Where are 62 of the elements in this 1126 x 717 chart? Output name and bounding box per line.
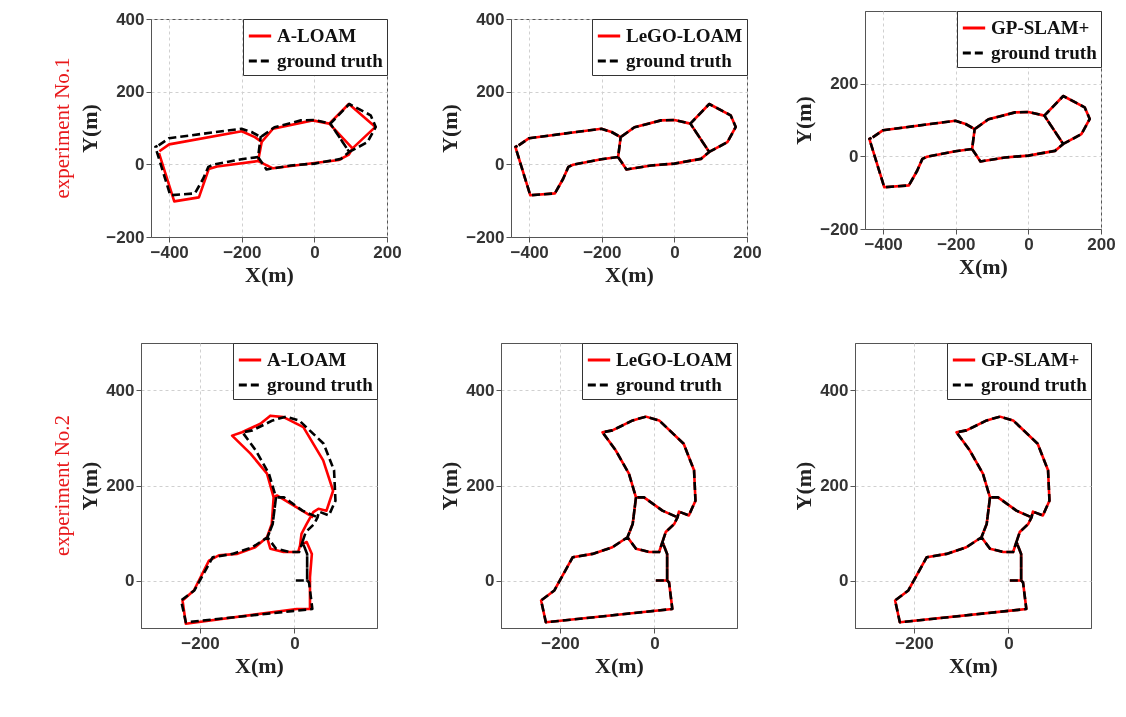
x-axis-title: X(m) [595, 652, 644, 678]
y-tick-label: 200 [476, 82, 505, 102]
x-axis-title: X(m) [605, 261, 654, 287]
y-tick-label: 0 [495, 154, 505, 174]
y-tick-label: 200 [466, 476, 495, 495]
legend-label: GP-SLAM+ [981, 349, 1080, 370]
x-tick-label: −400 [864, 234, 903, 254]
x-tick-label: 0 [310, 242, 320, 262]
x-tick-label: −200 [181, 633, 220, 653]
y-tick-label: 0 [849, 146, 859, 166]
legend-label: A-LOAM [267, 349, 347, 370]
legend-label: A-LOAM [277, 25, 357, 46]
text: experiment No.2 [49, 414, 74, 557]
y-axis-title: Y(m) [437, 461, 463, 511]
text: experiment No.1 [49, 57, 74, 199]
x-tick-label: −200 [895, 633, 934, 653]
legend-label: LeGO-LOAM [616, 349, 733, 370]
y-axis-title: Y(m) [437, 104, 463, 153]
y-tick-label: 0 [485, 571, 495, 590]
y-tick-label: 0 [839, 571, 849, 590]
legend-label: ground truth [267, 374, 374, 395]
legend-label: ground truth [616, 374, 723, 395]
x-tick-label: −200 [583, 242, 622, 262]
legend-label: ground truth [981, 374, 1088, 395]
x-axis-title: X(m) [949, 652, 998, 678]
x-tick-label: 0 [650, 633, 660, 653]
x-tick-label: −400 [510, 242, 549, 262]
y-tick-label: 400 [476, 9, 505, 29]
y-axis-title: Y(m) [77, 461, 103, 511]
y-tick-label: −200 [820, 219, 859, 239]
x-tick-label: 0 [670, 242, 680, 262]
x-tick-label: 0 [1024, 234, 1034, 254]
x-tick-label: −200 [541, 633, 580, 653]
y-tick-label: 400 [466, 381, 495, 400]
y-tick-label: 200 [830, 74, 859, 94]
x-tick-label: −400 [150, 242, 189, 262]
x-tick-label: 200 [733, 242, 762, 262]
x-tick-label: 0 [1004, 633, 1014, 653]
y-tick-label: 400 [116, 9, 145, 29]
legend-label: GP-SLAM+ [991, 17, 1090, 38]
x-axis-title: X(m) [235, 652, 284, 678]
y-tick-label: 0 [125, 571, 135, 590]
x-tick-label: 200 [373, 242, 402, 262]
y-tick-label: 200 [116, 82, 145, 102]
y-tick-label: 0 [135, 154, 145, 174]
y-axis-title: Y(m) [77, 104, 103, 153]
y-axis-title: Y(m) [791, 461, 817, 511]
x-tick-label: −200 [223, 242, 262, 262]
y-axis-title: Y(m) [791, 96, 817, 145]
x-axis-title: X(m) [959, 253, 1008, 279]
legend-label: ground truth [277, 50, 384, 71]
y-tick-label: 400 [106, 381, 135, 400]
x-tick-label: 200 [1087, 234, 1116, 254]
legend-label: LeGO-LOAM [626, 25, 743, 46]
legend-label: ground truth [626, 50, 733, 71]
y-tick-label: 200 [106, 476, 135, 495]
x-axis-title: X(m) [245, 261, 294, 287]
legend-label: ground truth [991, 42, 1098, 63]
x-tick-label: 0 [290, 633, 300, 653]
y-tick-label: 200 [820, 476, 849, 495]
y-tick-label: 400 [820, 381, 849, 400]
x-tick-label: −200 [937, 234, 976, 254]
